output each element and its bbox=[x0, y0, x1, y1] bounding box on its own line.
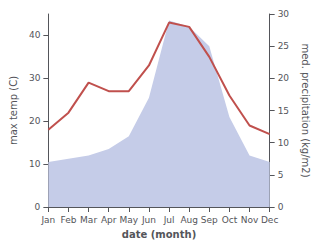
svg-text:30: 30 bbox=[278, 9, 290, 19]
svg-text:0: 0 bbox=[278, 202, 284, 212]
svg-text:30: 30 bbox=[29, 73, 41, 83]
svg-text:Oct: Oct bbox=[222, 215, 238, 225]
svg-text:May: May bbox=[120, 215, 139, 225]
svg-text:10: 10 bbox=[278, 138, 290, 148]
svg-text:Jul: Jul bbox=[163, 215, 175, 225]
svg-text:Nov: Nov bbox=[241, 215, 259, 225]
svg-text:Sep: Sep bbox=[201, 215, 218, 225]
svg-text:40: 40 bbox=[29, 30, 41, 40]
svg-text:15: 15 bbox=[278, 106, 289, 116]
svg-text:Feb: Feb bbox=[61, 215, 77, 225]
svg-text:0: 0 bbox=[35, 202, 41, 212]
svg-text:20: 20 bbox=[278, 73, 290, 83]
svg-text:25: 25 bbox=[278, 41, 289, 51]
svg-text:Jun: Jun bbox=[141, 215, 156, 225]
svg-text:Aug: Aug bbox=[180, 215, 198, 225]
svg-text:Mar: Mar bbox=[80, 215, 97, 225]
svg-text:Jan: Jan bbox=[40, 215, 55, 225]
svg-text:max temp (C): max temp (C) bbox=[8, 76, 19, 145]
svg-text:date (month): date (month) bbox=[122, 229, 196, 240]
svg-text:med. precipitation (kg/m2): med. precipitation (kg/m2) bbox=[300, 43, 311, 177]
svg-text:20: 20 bbox=[29, 116, 41, 126]
svg-text:5: 5 bbox=[278, 170, 284, 180]
svg-text:Apr: Apr bbox=[101, 215, 117, 225]
svg-text:10: 10 bbox=[29, 159, 41, 169]
svg-text:Dec: Dec bbox=[261, 215, 278, 225]
